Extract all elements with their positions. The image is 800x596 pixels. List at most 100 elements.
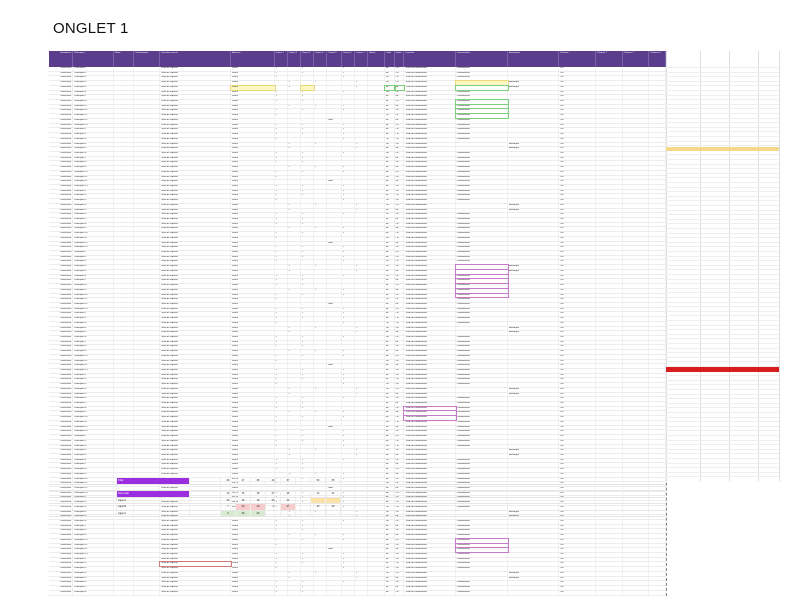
table-cell[interactable]: Remarque — [508, 269, 560, 274]
summary-value[interactable]: -10 — [251, 504, 266, 510]
table-cell[interactable]: 1 — [314, 387, 328, 392]
table-cell[interactable] — [596, 543, 623, 548]
table-cell[interactable] — [368, 520, 385, 524]
table-cell[interactable]: Oui — [559, 383, 596, 387]
table-cell[interactable]: 1 — [288, 350, 301, 354]
table-cell[interactable]: Date/heure — [49, 458, 74, 463]
table-cell[interactable]: Texte de réponse — [160, 85, 231, 90]
table-cell[interactable] — [508, 293, 560, 298]
table-cell[interactable]: Commentaire — [456, 586, 508, 590]
column-header[interactable]: Reponse — [231, 51, 275, 67]
table-cell[interactable]: Valeur — [231, 425, 275, 430]
table-cell[interactable] — [275, 85, 288, 90]
table-cell[interactable] — [327, 279, 342, 284]
table-cell[interactable]: 1 — [275, 378, 288, 383]
table-cell[interactable]: Commentaire — [456, 166, 508, 170]
table-cell[interactable]: Commentaire — [454, 103, 509, 110]
table-cell[interactable] — [649, 359, 666, 364]
table-cell[interactable] — [301, 453, 314, 458]
table-cell[interactable]: Commentaire — [454, 273, 509, 280]
table-cell[interactable] — [327, 203, 342, 208]
table-cell[interactable] — [134, 586, 161, 590]
table-cell[interactable]: Texte de réponse — [160, 321, 231, 326]
table-cell[interactable] — [314, 557, 328, 562]
table-cell[interactable] — [134, 100, 161, 104]
table-cell[interactable] — [508, 501, 560, 505]
table-cell[interactable]: 1 — [275, 317, 288, 321]
table-cell[interactable]: OK — [395, 321, 405, 326]
table-cell[interactable]: Texte de réponse — [160, 241, 231, 246]
table-cell[interactable] — [596, 463, 623, 468]
table-cell[interactable]: OK — [385, 142, 395, 147]
table-cell[interactable]: Participant 4 — [73, 387, 115, 392]
table-cell[interactable] — [342, 284, 356, 288]
table-cell[interactable] — [288, 491, 301, 496]
table-cell[interactable] — [288, 76, 301, 81]
table-cell[interactable] — [327, 161, 342, 166]
table-cell[interactable]: nb — [385, 369, 395, 373]
table-cell[interactable] — [134, 298, 161, 302]
table-cell[interactable] — [314, 90, 328, 95]
table-cell[interactable]: Texte de réponse — [160, 293, 231, 298]
summary-value[interactable]: 20 — [251, 510, 266, 516]
table-cell[interactable] — [368, 420, 385, 425]
table-cell[interactable]: Texte de réponse — [160, 269, 231, 274]
table-cell[interactable] — [301, 81, 314, 85]
table-cell[interactable] — [134, 147, 161, 151]
table-cell[interactable]: Texte de commentaire — [404, 175, 456, 180]
table-cell[interactable]: Date/heure — [49, 166, 74, 170]
table-cell[interactable] — [327, 383, 342, 387]
table-cell[interactable] — [301, 510, 314, 515]
table-cell[interactable] — [368, 345, 385, 350]
table-cell[interactable]: Participant 9 — [73, 288, 115, 293]
table-cell[interactable] — [368, 241, 385, 246]
table-cell[interactable]: Valeur — [231, 260, 275, 265]
table-cell[interactable]: Oui — [559, 411, 596, 416]
table-cell[interactable]: Oui — [559, 350, 596, 354]
table-cell[interactable] — [368, 114, 385, 118]
table-cell[interactable] — [134, 255, 161, 260]
table-cell[interactable] — [508, 307, 560, 312]
table-cell[interactable] — [314, 284, 328, 288]
table-cell[interactable] — [288, 458, 301, 463]
table-cell[interactable] — [596, 453, 623, 458]
table-cell[interactable]: Participant 7 — [73, 340, 115, 345]
table-cell[interactable] — [114, 501, 135, 505]
table-cell[interactable] — [314, 317, 328, 321]
table-cell[interactable]: Commentaire — [456, 90, 508, 95]
table-cell[interactable]: Texte de réponse — [160, 67, 231, 71]
table-cell[interactable] — [649, 387, 666, 392]
table-cell[interactable] — [342, 218, 356, 222]
table-cell[interactable]: Texte de commentaire — [404, 142, 456, 147]
table-cell[interactable] — [288, 435, 301, 439]
table-cell[interactable]: Oui — [559, 81, 596, 85]
table-cell[interactable]: 1 — [301, 524, 314, 529]
table-cell[interactable] — [134, 222, 161, 227]
table-cell[interactable] — [327, 265, 342, 269]
table-cell[interactable] — [355, 156, 369, 161]
table-cell[interactable] — [134, 95, 161, 100]
table-cell[interactable] — [327, 175, 342, 180]
table-cell[interactable] — [134, 387, 161, 392]
table-cell[interactable]: Valeur — [231, 369, 275, 373]
table-cell[interactable] — [649, 265, 666, 269]
table-cell[interactable]: Commentaire — [456, 180, 508, 184]
table-cell[interactable]: nb — [395, 218, 405, 222]
table-cell[interactable]: 1 — [275, 430, 288, 435]
table-cell[interactable] — [508, 562, 560, 567]
table-cell[interactable] — [596, 227, 623, 232]
table-row[interactable]: Date/heure Participant 2 Texte de réponse V… — [49, 501, 666, 506]
table-cell[interactable] — [327, 468, 342, 472]
table-cell[interactable]: Date/heure — [49, 269, 74, 274]
table-cell[interactable] — [596, 468, 623, 472]
table-cell[interactable]: Texte de commentaire — [404, 100, 456, 104]
summary-value[interactable]: 23 — [266, 497, 281, 503]
table-cell[interactable]: Texte de commentaire — [404, 293, 456, 298]
table-cell[interactable] — [301, 359, 314, 364]
table-cell[interactable] — [649, 288, 666, 293]
table-cell[interactable]: Note — [327, 180, 342, 184]
table-row[interactable]: Date/heure Participant 8 Texte de réponse V… — [49, 529, 666, 535]
table-row[interactable]: Date/heure Participant 7 Texte de réponse V… — [49, 95, 666, 101]
table-cell[interactable] — [596, 505, 623, 510]
